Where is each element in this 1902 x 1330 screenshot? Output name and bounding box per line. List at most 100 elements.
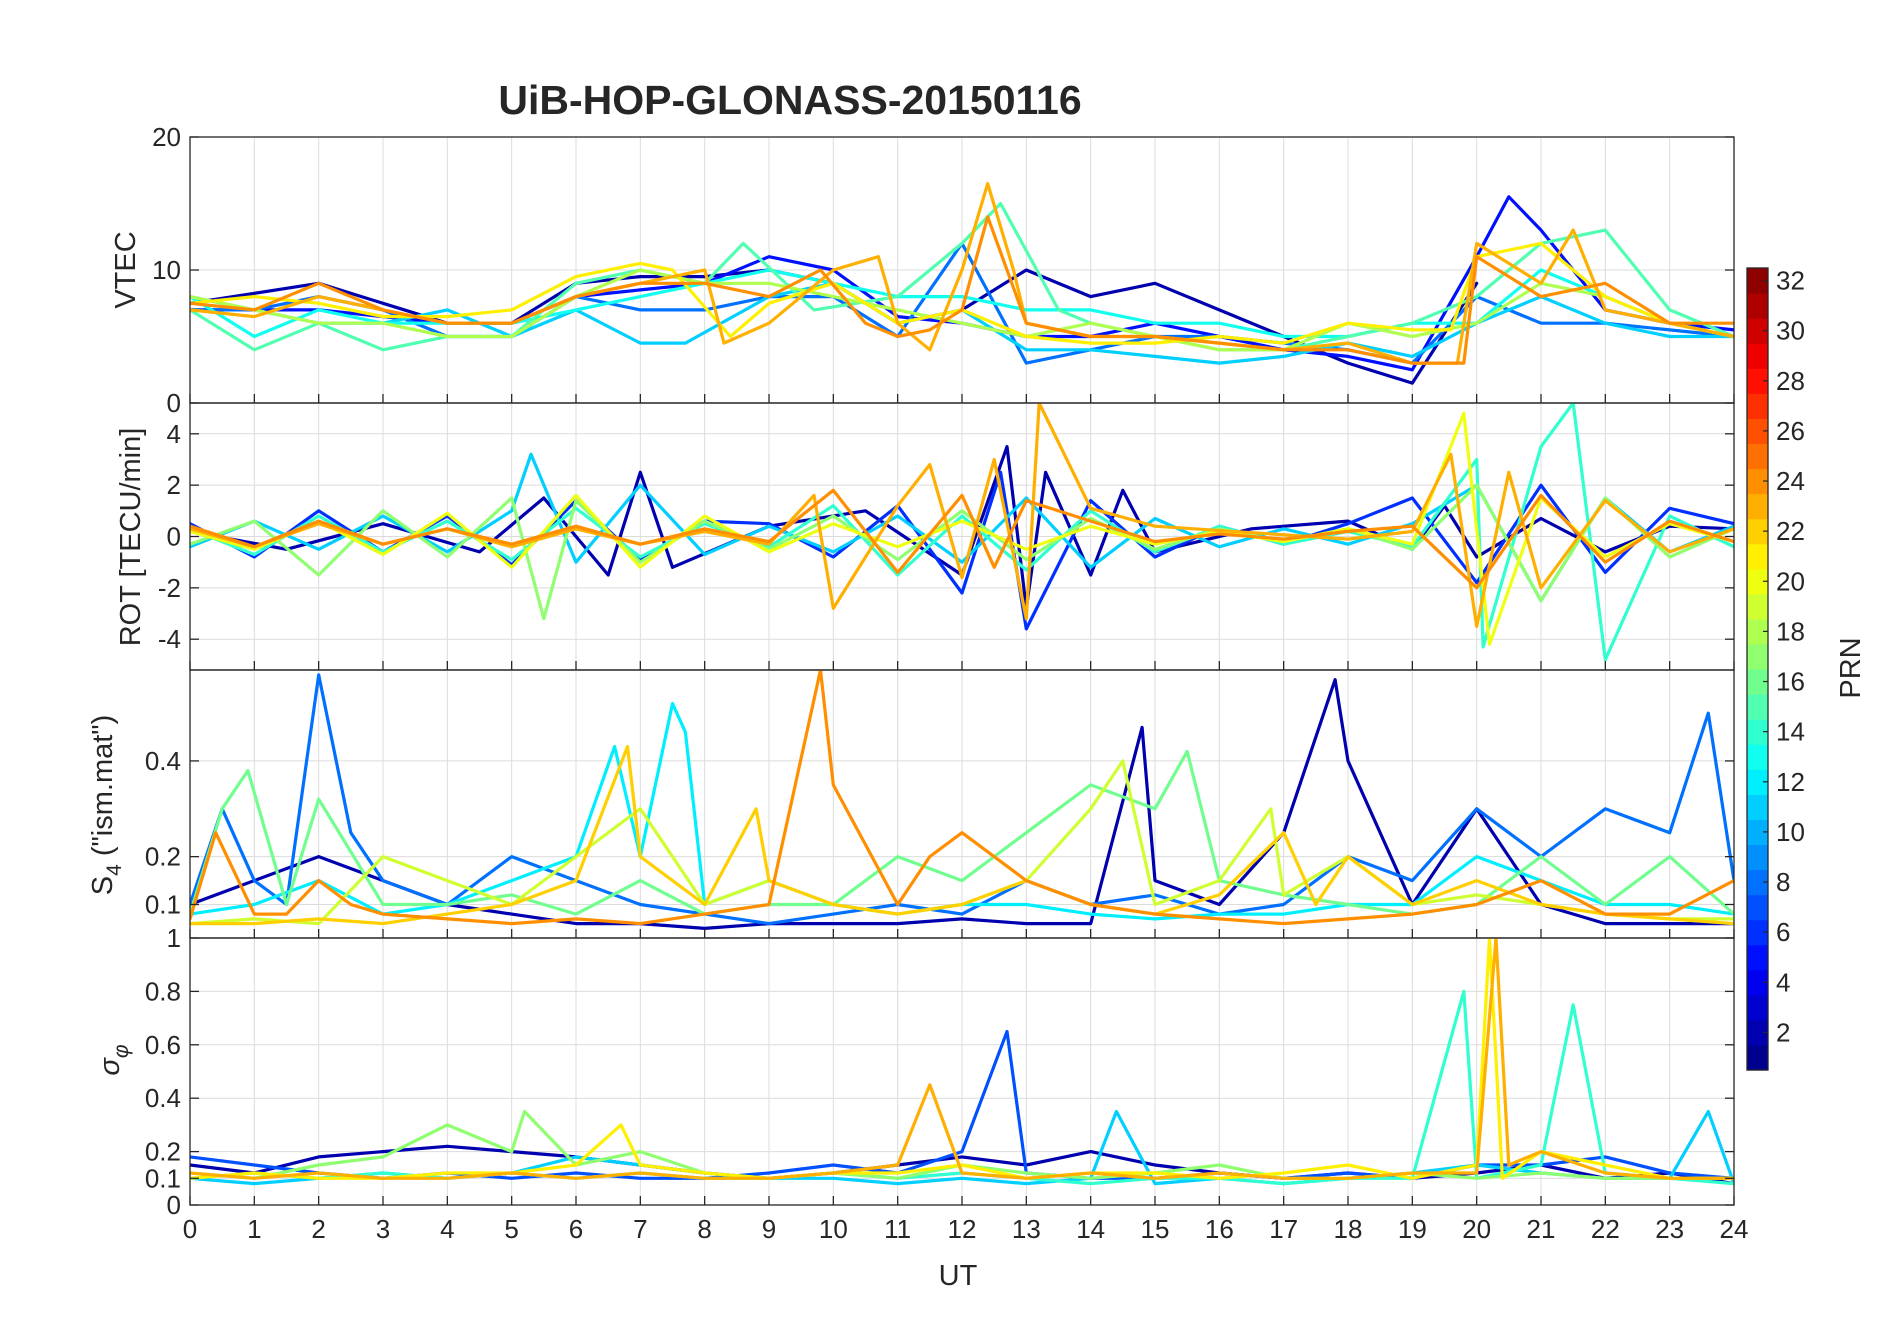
colorbar-segment xyxy=(1747,794,1768,820)
sigma_phi-ytick-label: 0.2 xyxy=(145,1137,181,1167)
rot-ytick-label: 0 xyxy=(167,522,181,552)
colorbar-segment xyxy=(1747,343,1768,369)
s4-ytick-label: 0.4 xyxy=(145,746,181,776)
x-tick-label: 0 xyxy=(183,1214,197,1244)
vtec-ytick-label: 20 xyxy=(152,122,181,152)
colorbar-tick-label: 2 xyxy=(1776,1017,1790,1047)
colorbar-segment xyxy=(1747,318,1768,344)
colorbar-segment xyxy=(1747,493,1768,520)
x-tick-label: 17 xyxy=(1269,1214,1298,1244)
rot-ytick-label: 4 xyxy=(167,419,181,449)
colorbar-tick-label: 16 xyxy=(1776,667,1805,697)
colorbar-tick-label: 12 xyxy=(1776,767,1805,797)
colorbar-segment xyxy=(1747,919,1768,946)
colorbar-segment xyxy=(1747,368,1768,394)
rot-ytick-label: -4 xyxy=(158,624,181,654)
vtec-ylabel: VTEC xyxy=(110,231,142,308)
s4-traces xyxy=(190,670,1734,930)
x-tick-label: 24 xyxy=(1720,1214,1749,1244)
x-tick-label: 18 xyxy=(1334,1214,1363,1244)
s4-ylabel-main: S xyxy=(87,876,119,895)
colorbar-segment xyxy=(1747,694,1768,720)
colorbar-segment xyxy=(1747,543,1768,570)
x-tick-label: 14 xyxy=(1076,1214,1105,1244)
vtec-panel: VTEC 0 10 20 xyxy=(110,122,1735,418)
x-axis-label: UT xyxy=(939,1260,978,1292)
colorbar-tick-label: 8 xyxy=(1776,867,1790,897)
colorbar-label: PRN xyxy=(1835,637,1867,698)
s4-ylabel-rest: ("ism.mat") xyxy=(87,715,119,864)
vtec-ytick-label: 10 xyxy=(152,255,181,285)
colorbar-segment xyxy=(1747,468,1768,495)
colorbar-segment xyxy=(1747,293,1768,319)
sigma_phi-ytick-label: 0 xyxy=(167,1190,181,1220)
colorbar-segment xyxy=(1747,593,1768,620)
colorbar-segment xyxy=(1747,1019,1768,1046)
x-tick-label: 21 xyxy=(1527,1214,1556,1244)
colorbar-segment xyxy=(1747,418,1768,445)
colorbar-segment xyxy=(1747,869,1768,896)
x-tick-label: 22 xyxy=(1591,1214,1620,1244)
sigma_phi-series-prn-17 xyxy=(190,1109,1734,1180)
colorbar-tick-label: 28 xyxy=(1776,366,1805,396)
colorbar-segment xyxy=(1747,618,1768,645)
x-tick-label: 4 xyxy=(440,1214,454,1244)
vtec-series-prn-24 xyxy=(190,215,1734,365)
s4-panel: S4 ("ism.mat") 0.1 0.2 0.4 xyxy=(87,669,1735,939)
x-tick-label: 15 xyxy=(1141,1214,1170,1244)
colorbar-segment xyxy=(1747,568,1768,595)
figure-title: UiB-HOP-GLONASS-20150116 xyxy=(498,77,1081,123)
sigma-phi-ylabel-sub: φ xyxy=(110,1044,133,1058)
colorbar-tick-label: 18 xyxy=(1776,616,1805,646)
colorbar-segment xyxy=(1747,819,1768,846)
sigma_phi-ytick-label: 0.8 xyxy=(145,976,181,1006)
colorbar-tick-label: 20 xyxy=(1776,566,1805,596)
colorbar-segment xyxy=(1747,1044,1768,1071)
x-tick-label: 3 xyxy=(376,1214,390,1244)
vtec-series-prn-18 xyxy=(190,268,1734,352)
x-tick-label: 9 xyxy=(762,1214,776,1244)
sigma_phi-ytick-label: 0.1 xyxy=(145,1163,181,1193)
sigma_phi-series-prn-23 xyxy=(190,938,1734,1180)
s4-ylabel: S4 ("ism.mat") xyxy=(87,715,126,896)
x-tick-label: 10 xyxy=(819,1214,848,1244)
rot-series-prn-24 xyxy=(190,488,1734,590)
colorbar-frame xyxy=(1746,267,1769,1071)
sigma-phi-panel: σφ 00.10.20.40.60.810 1 2 3 4 5 6 7 8 9 10 11 12 13 14… xyxy=(94,923,1748,1244)
sigma_phi-series-prn-21 xyxy=(190,938,1734,1180)
x-tick-label: 7 xyxy=(633,1214,647,1244)
rot-traces xyxy=(190,403,1734,662)
colorbar-segment xyxy=(1747,994,1768,1021)
rot-ytick-label: 2 xyxy=(167,470,181,500)
colorbar-tick-label: 4 xyxy=(1776,967,1790,997)
sigma-phi-ylabel: σφ xyxy=(94,1044,133,1076)
rot-ytick-label: -2 xyxy=(158,573,181,603)
vtec-traces xyxy=(190,182,1734,385)
rot-panel: ROT [TECU/min] -4 -2 0 2 4 xyxy=(115,402,1735,671)
x-tick-label: 16 xyxy=(1205,1214,1234,1244)
sigma_phi-ytick-label: 0.6 xyxy=(145,1030,181,1060)
colorbar-segment xyxy=(1747,268,1768,294)
colorbar-tick-label: 10 xyxy=(1776,817,1805,847)
colorbar-segment xyxy=(1747,393,1768,419)
colorbar-segment xyxy=(1747,769,1768,795)
colorbar-segment xyxy=(1747,944,1768,971)
sigma_phi-ytick-label: 1 xyxy=(167,923,181,953)
s4-ytick-label: 0.1 xyxy=(145,890,181,920)
sigma-phi-ylabel-main: σ xyxy=(94,1057,126,1076)
colorbar-segment xyxy=(1747,643,1768,670)
x-tick-label: 12 xyxy=(948,1214,977,1244)
x-tick-label: 1 xyxy=(247,1214,261,1244)
s4-series-prn-2 xyxy=(190,678,1734,930)
colorbar-segment xyxy=(1747,969,1768,996)
s4-ylabel-sub: 4 xyxy=(103,864,126,876)
x-tick-label: 2 xyxy=(311,1214,325,1244)
vtec-ytick-label: 0 xyxy=(167,388,181,418)
x-tick-label: 20 xyxy=(1462,1214,1491,1244)
rot-ylabel: ROT [TECU/min] xyxy=(115,428,147,647)
colorbar-tick-label: 6 xyxy=(1776,917,1790,947)
colorbar-segment xyxy=(1747,744,1768,770)
colorbar-segment xyxy=(1747,719,1768,745)
